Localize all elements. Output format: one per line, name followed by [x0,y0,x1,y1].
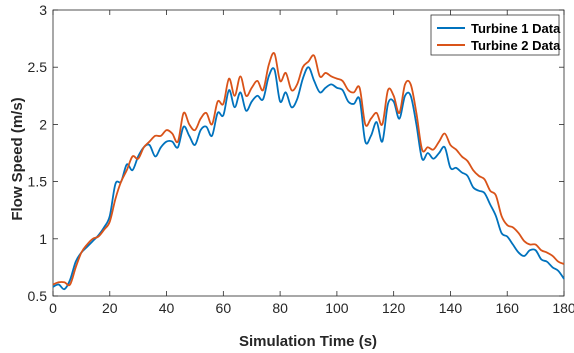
x-axis-label: Simulation Time (s) [239,333,377,350]
x-tick-label: 140 [439,300,463,316]
y-tick-label: 2 [39,116,47,132]
y-axis-label: Flow Speed (m/s) [9,97,26,220]
tick-layer: 0 20 40 60 80 100 120 140 160 180 0.5 1 1.5 2 2.5 3 [28,2,574,316]
x-tick-label: 80 [272,300,288,316]
y-tick-label: 1.5 [28,174,48,190]
x-tick-label: 60 [216,300,232,316]
plot-area [52,9,565,297]
x-tick-label: 20 [102,300,118,316]
y-tick-label: 1 [39,231,47,247]
x-tick-label: 120 [382,300,406,316]
x-tick-label: 180 [552,300,574,316]
series-line-turbine-1 [52,66,565,291]
x-tick-label: 160 [496,300,520,316]
series-layer [52,52,565,291]
y-tick-label: 0.5 [28,288,48,304]
y-tick-label: 3 [39,2,47,18]
series-line-turbine-2 [52,52,565,287]
legend-label-turbine-2: Turbine 2 Data [471,38,561,53]
x-tick-label: 100 [325,300,349,316]
legend-box [430,14,560,56]
x-tick-label: 0 [49,300,57,316]
legend: Turbine 1 Data Turbine 2 Data [430,14,561,56]
legend-label-turbine-1: Turbine 1 Data [471,21,561,36]
y-tick-label: 2.5 [28,59,48,75]
x-tick-label: 40 [159,300,175,316]
plot-frame [52,9,565,297]
